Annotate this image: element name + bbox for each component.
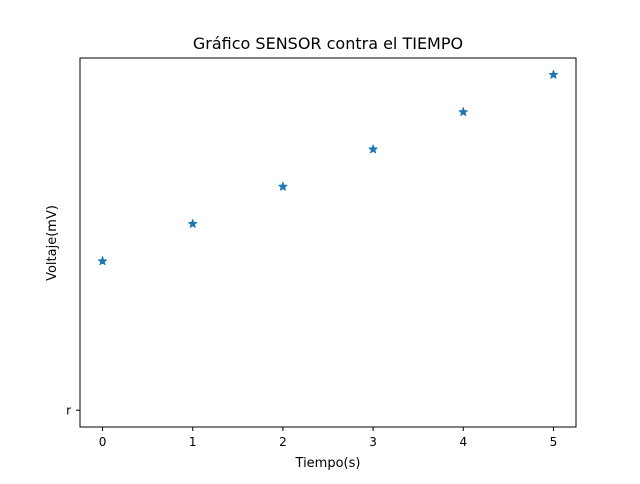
x-tick-label: 3	[369, 435, 377, 449]
x-tick-label: 5	[550, 435, 558, 449]
data-point-star	[368, 144, 378, 154]
y-tick-label: r	[66, 404, 71, 418]
x-tick-label: 4	[459, 435, 467, 449]
x-axis-label: Tiempo(s)	[295, 456, 361, 471]
chart-title: Gráfico SENSOR contra el TIEMPO	[193, 34, 463, 53]
x-tick-label: 1	[189, 435, 197, 449]
data-point-star	[278, 181, 288, 191]
plot-frame	[79, 57, 577, 428]
y-axis-label: Voltaje(mV)	[45, 205, 60, 281]
data-point-star	[97, 256, 108, 266]
x-tick-label: 0	[99, 435, 107, 449]
data-point-star	[458, 107, 468, 117]
data-point-star	[548, 69, 559, 79]
data-points	[97, 69, 559, 266]
x-tick-label: 2	[279, 435, 287, 449]
data-point-star	[188, 218, 198, 228]
axis-ticks: 0 1 2 3 4 5 r	[66, 404, 557, 449]
